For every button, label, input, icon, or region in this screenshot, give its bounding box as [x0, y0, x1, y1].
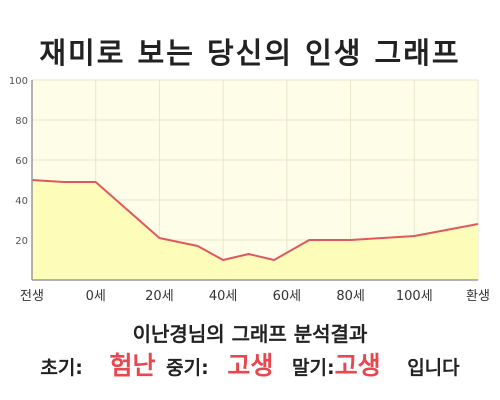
life-area-fill: [32, 180, 478, 280]
x-tick-label: 80세: [336, 289, 365, 304]
mid-value: 고생: [227, 351, 274, 380]
axes: [31, 80, 478, 281]
mid-label: 중기:: [166, 357, 209, 379]
y-tick-label: 100: [9, 76, 28, 87]
late-value: 고생: [334, 351, 381, 380]
chart-title: 재미로 보는 당신의 인생 그래프: [39, 36, 461, 70]
y-tick-label: 60: [15, 156, 28, 167]
x-tick-label: 20세: [145, 289, 174, 304]
analysis-result: 초기: 험난 중기: 고생 말기:고생 입니다: [0, 346, 500, 382]
early-label: 초기:: [40, 357, 83, 379]
ending-text: 입니다: [407, 357, 460, 379]
x-tick-label: 60세: [273, 289, 302, 304]
x-tick-label: 환생: [466, 289, 490, 304]
y-tick-label: 20: [15, 236, 28, 247]
life-graph-chart: 20 40 60 80 100 전생 0세 20세 40세 60세 80세 100세 환생: [9, 76, 490, 304]
y-tick-labels: 20 40 60 80 100: [9, 76, 28, 247]
early-value: 험난: [109, 351, 156, 380]
x-tick-label: 40세: [209, 289, 238, 304]
y-tick-label: 40: [15, 196, 28, 207]
x-tick-label: 전생: [20, 289, 44, 304]
late-label: 말기:: [292, 357, 335, 379]
y-tick-label: 80: [15, 116, 28, 127]
x-tick-label: 0세: [86, 289, 106, 304]
life-line: [31, 179, 479, 261]
x-tick-label: 100세: [396, 289, 433, 304]
x-tick-labels: 전생 0세 20세 40세 60세 80세 100세 환생: [20, 289, 490, 304]
analysis-subtitle: 이난경님의 그래프 분석결과: [132, 322, 368, 346]
